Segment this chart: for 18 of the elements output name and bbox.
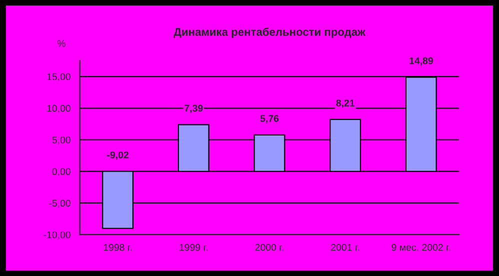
chart-title: Динамика рентабельности продаж [174, 28, 366, 38]
y-tick-label: 15,00 [47, 73, 70, 82]
data-label: -9,02 [107, 151, 128, 160]
x-tick-label: 9 мес. 2002 г. [392, 244, 450, 251]
y-tick-label: 5,00 [52, 136, 70, 145]
x-tick-label: 1999 г. [180, 244, 208, 251]
y-axis-title: % [57, 40, 66, 47]
y-tick-label: 0,00 [52, 168, 70, 176]
y-tick-label: -10,00 [44, 231, 70, 240]
data-label: 7,39 [184, 104, 203, 114]
x-tick-label: 1998 г. [104, 244, 132, 251]
data-label: 8,21 [336, 100, 354, 108]
x-tick-label: 2001 г. [331, 244, 360, 251]
data-label: 5,76 [260, 115, 279, 124]
x-tick-label: 2000 г. [255, 244, 284, 251]
y-tick-label: -5,00 [49, 200, 70, 208]
y-tick-label: 10,00 [47, 104, 70, 113]
data-label: 14,89 [410, 57, 433, 66]
